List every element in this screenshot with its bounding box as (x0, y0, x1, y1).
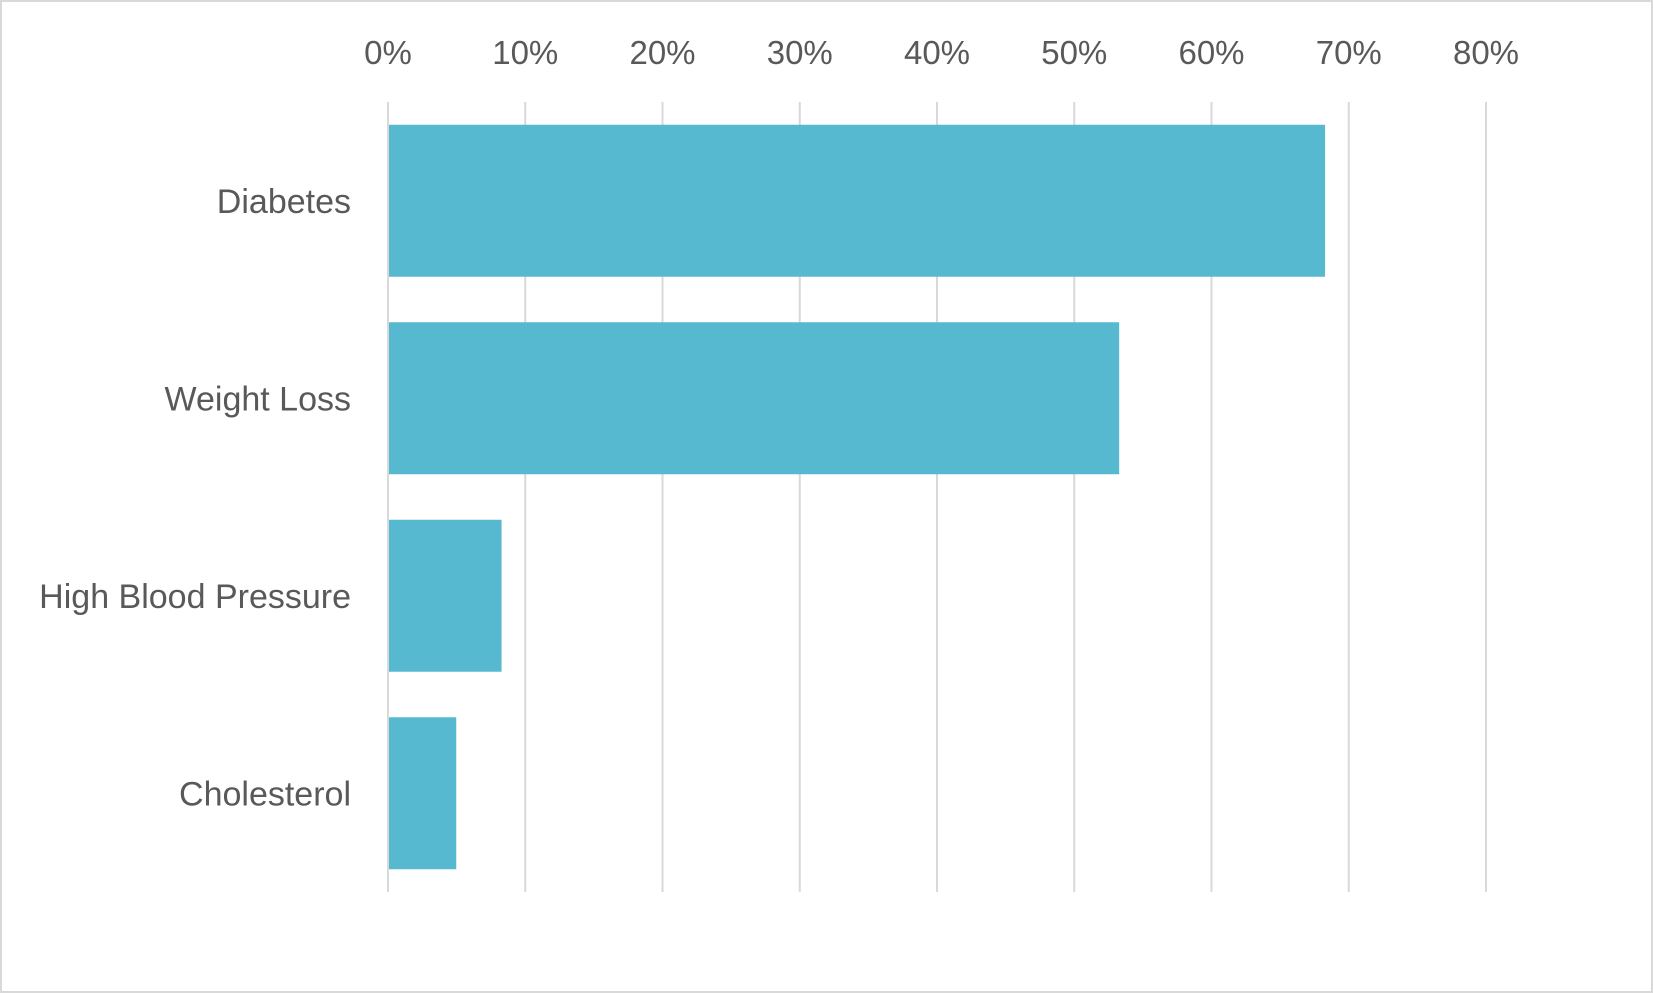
bars (389, 124, 1326, 870)
bar-diabetes (389, 124, 1326, 277)
category-label: Cholesterol (179, 775, 351, 813)
x-tick-label: 40% (904, 34, 970, 71)
category-label: Weight Loss (165, 380, 351, 418)
x-tick-label: 60% (1178, 34, 1244, 71)
bar-high-blood-pressure (389, 519, 502, 672)
x-tick-label: 80% (1453, 34, 1519, 71)
category-labels: Diabetes Weight Loss High Blood Pressure Ch… (39, 183, 351, 814)
category-label: High Blood Pressure (39, 578, 351, 616)
x-tick-label: 0% (364, 34, 412, 71)
bar-cholesterol (389, 717, 457, 870)
category-label: Diabetes (217, 183, 351, 221)
x-tick-label: 10% (492, 34, 558, 71)
x-tick-label: 30% (767, 34, 833, 71)
x-axis-tick-labels: 0% 10% 20% 30% 40% 50% 60% 70% 80% (364, 34, 1519, 71)
x-tick-label: 70% (1316, 34, 1382, 71)
x-tick-label: 50% (1041, 34, 1107, 71)
bar-weight-loss (389, 322, 1120, 475)
x-tick-label: 20% (629, 34, 695, 71)
